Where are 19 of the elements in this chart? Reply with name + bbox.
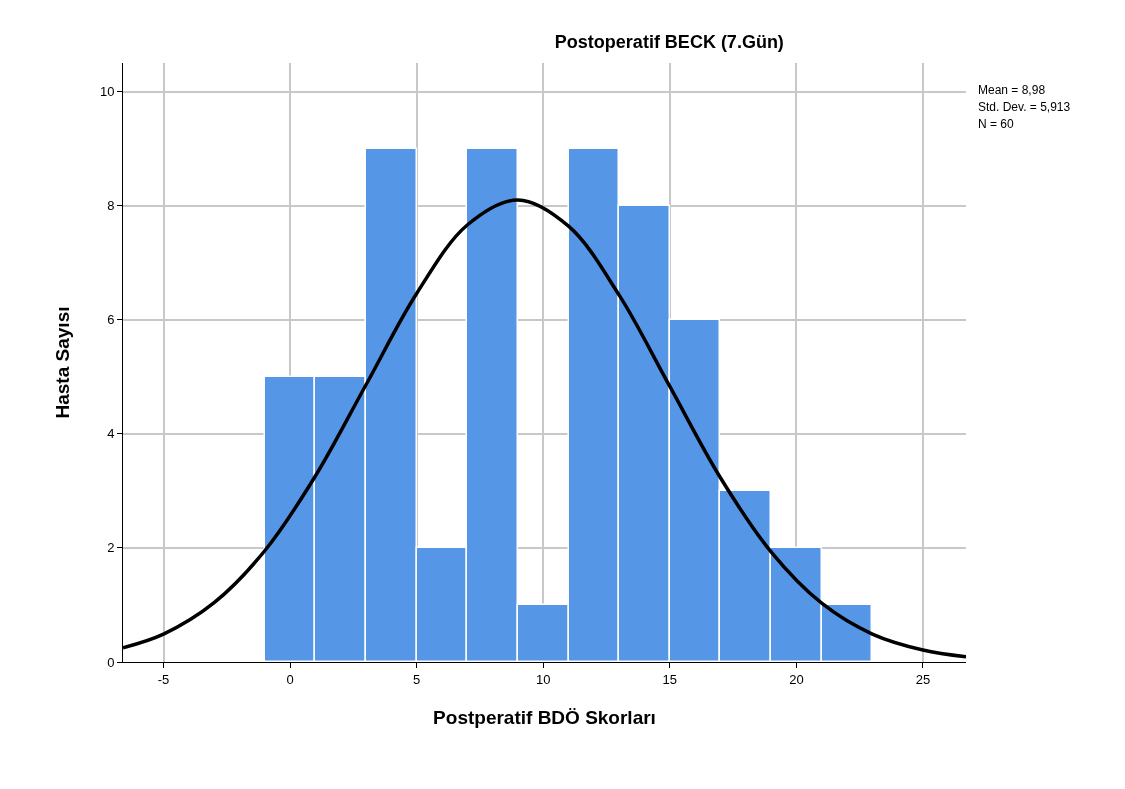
- text: N = 60: [978, 117, 1015, 131]
- y-tick-label: 4: [107, 426, 115, 442]
- x-tick-label: 15: [662, 671, 678, 687]
- text: Std. Dev. = 5,913: [978, 100, 1071, 114]
- y-axis-title: Hasta Sayısı: [51, 306, 73, 419]
- x-tick-label: 25: [915, 671, 931, 687]
- x-tick-label: -5: [157, 671, 170, 687]
- x-tick-label: 5: [413, 671, 421, 687]
- y-tick-label: 10: [99, 84, 115, 100]
- y-tick-label: 6: [107, 312, 115, 328]
- x-tick-label: 20: [789, 671, 804, 687]
- chart-title: Postoperatif BECK (7.Gün): [554, 32, 784, 53]
- y-tick-label: 8: [107, 198, 115, 214]
- y-tick-label: 2: [107, 540, 115, 556]
- x-tick-label: 0: [286, 671, 294, 687]
- x-tick-label: 10: [536, 671, 551, 687]
- text: Mean = 8,98: [978, 83, 1046, 97]
- x-axis-title: Postperatif BDÖ Skorları: [433, 707, 656, 729]
- y-tick-label: 0: [107, 654, 115, 670]
